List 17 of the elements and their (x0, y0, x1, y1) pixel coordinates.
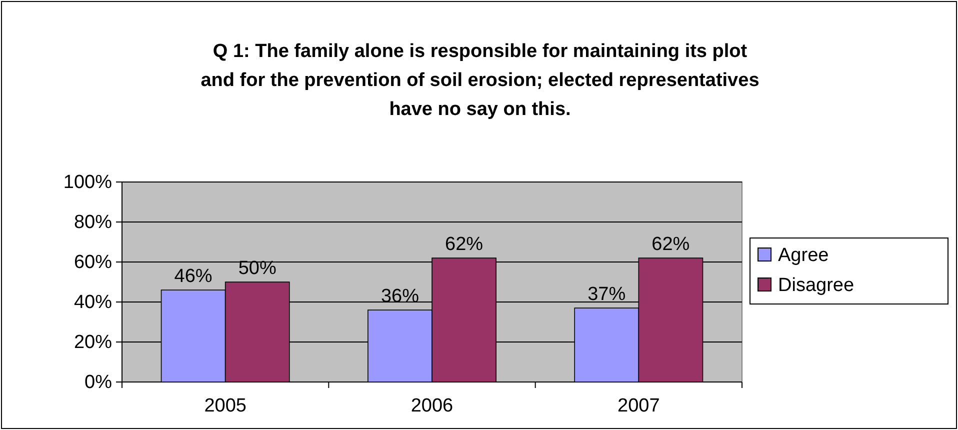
legend-label: Agree (778, 245, 829, 266)
y-tick-label: 60% (74, 252, 112, 274)
legend-label: Disagree (778, 275, 854, 296)
x-tick-label: 2006 (410, 395, 454, 416)
chart-title: Q 1: The family alone is responsible for maintaining its plot and for the prevention of soil erosion; elected representatives have no say on this. (200, 41, 760, 120)
y-tick-label: 80% (74, 212, 112, 234)
y-tick-label: 40% (74, 292, 112, 314)
x-tick-label: 2007 (618, 395, 660, 416)
y-tick-label: 20% (74, 332, 112, 354)
data-label: 62% (445, 234, 484, 255)
y-tick-label: 100% (63, 172, 112, 194)
x-tick-label: 2005 (204, 395, 246, 416)
data-label: 62% (652, 234, 690, 255)
y-tick-label: 0% (84, 372, 112, 394)
data-label: 46% (174, 266, 212, 287)
data-label: 37% (588, 284, 626, 305)
data-label: 36% (380, 286, 420, 307)
